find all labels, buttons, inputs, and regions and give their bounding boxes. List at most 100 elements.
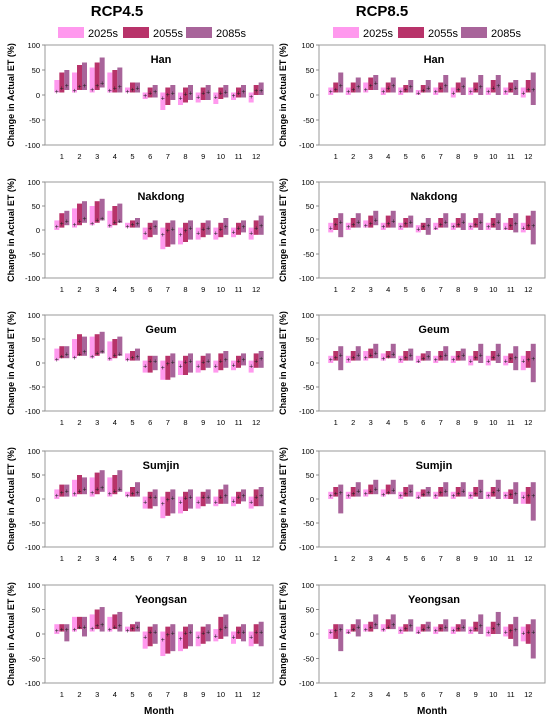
mean-marker: + [421, 224, 425, 231]
y-tick-label: -50 [29, 519, 40, 528]
mean-marker: + [224, 625, 228, 632]
range-bar-2025s [213, 92, 219, 104]
x-tick-label: 8 [456, 152, 460, 161]
mean-marker: + [496, 83, 500, 90]
range-bar-2085s [135, 621, 140, 632]
range-bar-2025s [328, 355, 334, 363]
mean-marker: + [249, 634, 253, 641]
mean-marker: + [241, 630, 245, 637]
mean-marker: + [236, 495, 240, 502]
y-tick-label: 100 [27, 178, 40, 187]
range-bar-2025s [195, 496, 201, 509]
mean-marker: + [514, 355, 518, 362]
range-bar-2025s [107, 210, 113, 228]
y-axis-label: Change in Actual ET (%) [278, 43, 288, 147]
range-bar-2085s [460, 619, 466, 632]
range-bar-2055s [165, 355, 171, 380]
mean-marker: + [444, 219, 448, 226]
mean-marker: + [421, 356, 425, 363]
range-bar-2025s [89, 67, 95, 93]
mean-marker: + [90, 626, 94, 633]
mean-marker: + [153, 495, 157, 502]
range-bar-2085s [390, 343, 396, 359]
mean-marker: + [469, 224, 473, 231]
range-bar-2055s [438, 82, 444, 93]
y-tick-label: 50 [32, 471, 40, 480]
mean-marker: + [374, 622, 378, 629]
range-bar-2055s [385, 82, 391, 93]
range-bar-2025s [107, 341, 113, 361]
range-bar-2055s [200, 491, 206, 507]
x-tick-label: 4 [113, 554, 117, 563]
mean-marker: + [404, 491, 408, 498]
legends: 2025s 2055s 2085s 2025s 2055s 2085s [58, 27, 521, 40]
range-bar-2085s [355, 346, 361, 361]
legend-label: 2025s [88, 28, 118, 40]
x-tick-label: 3 [369, 690, 373, 699]
mean-marker: + [77, 488, 81, 495]
legend-label: 2055s [428, 28, 458, 40]
range-bar-2055s [333, 351, 339, 361]
range-bar-2025s [468, 222, 474, 230]
x-tick-label: 4 [386, 285, 390, 294]
mean-marker: + [100, 81, 104, 88]
mean-marker: + [77, 84, 81, 91]
range-bar-2085s [99, 198, 105, 221]
x-tick-label: 8 [183, 690, 187, 699]
x-tick-label: 1 [334, 554, 338, 563]
y-tick-label: -50 [29, 383, 40, 392]
mean-marker: + [130, 222, 134, 229]
figure-headers: RCP4.5 RCP8.5 [91, 3, 409, 20]
mean-marker: + [143, 93, 147, 100]
range-bar-2025s [72, 479, 77, 497]
mean-marker: + [231, 498, 235, 505]
mean-marker: + [426, 223, 430, 230]
mean-marker: + [153, 89, 157, 96]
range-bar-2055s [253, 624, 259, 644]
range-bar-2025s [415, 626, 421, 634]
x-tick-label: 2 [351, 690, 355, 699]
x-tick-label: 6 [148, 285, 152, 294]
mean-marker: + [125, 224, 129, 231]
x-tick-label: 12 [524, 418, 532, 427]
x-tick-label: 6 [148, 418, 152, 427]
mean-marker: + [514, 86, 518, 93]
range-bar-2025s [195, 92, 201, 103]
range-bar-2025s [160, 496, 166, 519]
mean-marker: + [474, 355, 478, 362]
y-tick-label: -100 [299, 679, 314, 688]
x-tick-label: 7 [166, 285, 170, 294]
mean-marker: + [100, 349, 104, 356]
mean-marker: + [531, 87, 535, 94]
range-bar-2055s [94, 472, 100, 495]
mean-marker: + [496, 352, 500, 359]
mean-marker: + [135, 354, 139, 361]
mean-marker: + [254, 359, 258, 366]
range-bar-2025s [54, 348, 60, 361]
range-bar-2025s [363, 489, 369, 497]
mean-marker: + [72, 491, 76, 498]
range-bar-2085s [425, 351, 431, 361]
mean-marker: + [509, 628, 513, 635]
range-bar-2085s [443, 619, 449, 632]
range-bar-2085s [513, 80, 519, 95]
range-bar-2085s [390, 77, 396, 93]
range-bar-2055s [59, 484, 65, 497]
x-tick-label: 1 [334, 285, 338, 294]
mean-marker: + [434, 493, 438, 500]
y-tick-label: 0 [36, 91, 40, 100]
basin-title: Han [151, 54, 172, 66]
range-bar-2025s [485, 626, 491, 637]
mean-marker: + [55, 357, 59, 364]
mean-marker: + [386, 221, 390, 228]
range-bar-2055s [94, 609, 100, 630]
range-bar-2055s [490, 351, 496, 361]
x-tick-label: 10 [489, 554, 497, 563]
range-bar-2025s [485, 491, 491, 499]
mean-marker: + [386, 354, 390, 361]
range-bar-2085s [258, 82, 264, 95]
mean-marker: + [241, 493, 245, 500]
mean-marker: + [346, 357, 350, 364]
y-tick-label: 0 [36, 495, 40, 504]
